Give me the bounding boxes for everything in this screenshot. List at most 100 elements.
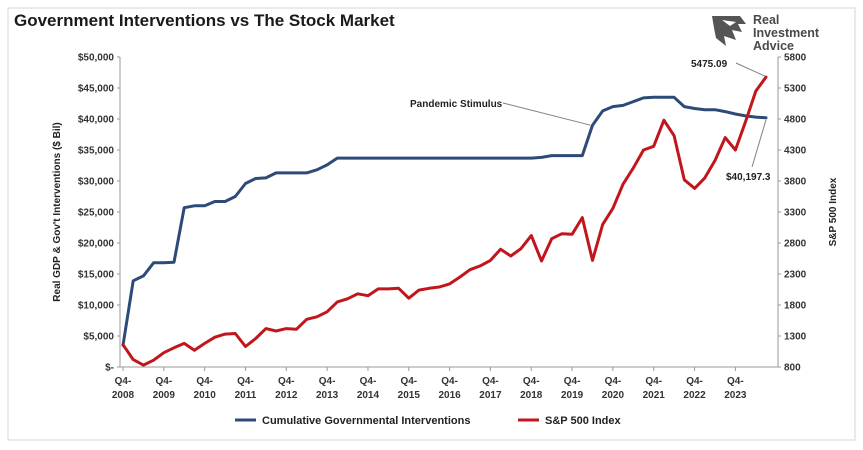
data-point-sp500 bbox=[285, 327, 288, 330]
right-tick-label: 1800 bbox=[784, 301, 807, 312]
left-tick-label: $40,000 bbox=[78, 115, 115, 126]
data-point-interventions bbox=[642, 97, 645, 99]
data-point-interventions bbox=[693, 107, 696, 110]
legend-label-sp500: S&P 500 Index bbox=[545, 415, 621, 427]
annotation-pandemic-label: Pandemic Stimulus bbox=[410, 99, 503, 110]
annotation-final-interventions: $40,197.3 bbox=[726, 119, 771, 183]
x-tick-label-year: 2021 bbox=[643, 390, 666, 401]
data-point-sp500 bbox=[703, 177, 706, 179]
legend-item-sp500: S&P 500 Index bbox=[518, 415, 621, 427]
data-point-interventions bbox=[581, 154, 584, 157]
data-point-interventions bbox=[765, 116, 767, 119]
data-point-interventions bbox=[285, 172, 288, 174]
data-point-sp500 bbox=[377, 288, 380, 290]
data-point-sp500 bbox=[540, 260, 543, 262]
x-tick-label-year: 2012 bbox=[275, 390, 298, 401]
x-tick-label: Q4- bbox=[237, 376, 254, 387]
data-point-interventions bbox=[142, 275, 145, 277]
annotation-final-sp500-label: 5475.09 bbox=[691, 59, 728, 70]
data-point-interventions bbox=[438, 157, 441, 160]
data-point-interventions bbox=[734, 113, 737, 115]
data-point-interventions bbox=[683, 105, 686, 108]
annotation-final-interventions-label: $40,197.3 bbox=[726, 172, 771, 183]
data-point-interventions bbox=[530, 157, 533, 160]
data-point-sp500 bbox=[336, 301, 339, 303]
data-point-interventions bbox=[193, 204, 196, 207]
x-tick-label: Q4- bbox=[482, 376, 499, 387]
data-point-sp500 bbox=[316, 315, 318, 318]
data-point-sp500 bbox=[407, 297, 410, 300]
data-point-interventions bbox=[367, 157, 369, 160]
data-point-interventions bbox=[326, 164, 328, 166]
brand-logo: Real Investment Advice bbox=[712, 13, 820, 53]
data-point-sp500 bbox=[652, 145, 655, 148]
data-point-interventions bbox=[489, 157, 492, 160]
data-point-interventions bbox=[520, 157, 522, 160]
left-tick-label: $10,000 bbox=[78, 301, 115, 312]
data-point-interventions bbox=[407, 157, 410, 160]
data-point-sp500 bbox=[581, 216, 584, 219]
x-tick-label: Q4- bbox=[605, 376, 622, 387]
data-point-sp500 bbox=[591, 259, 594, 262]
data-point-interventions bbox=[509, 157, 512, 160]
data-point-interventions bbox=[724, 110, 727, 113]
data-point-sp500 bbox=[387, 288, 390, 290]
x-tick-label-year: 2022 bbox=[683, 390, 706, 401]
x-tick-label: Q4- bbox=[727, 376, 744, 387]
x-tick-label: Q4- bbox=[564, 376, 581, 387]
data-point-interventions bbox=[203, 204, 206, 207]
right-tick-label: 2300 bbox=[784, 270, 807, 281]
data-point-interventions bbox=[703, 108, 706, 111]
data-point-sp500 bbox=[469, 268, 471, 271]
logo-line-3: Advice bbox=[753, 39, 794, 53]
right-tick-label: 4300 bbox=[784, 146, 807, 157]
data-point-sp500 bbox=[356, 292, 359, 295]
left-tick-label: $30,000 bbox=[78, 177, 115, 188]
data-point-sp500 bbox=[326, 310, 328, 313]
left-tick-label: $50,000 bbox=[78, 53, 115, 64]
data-point-interventions bbox=[418, 157, 420, 160]
data-point-interventions bbox=[316, 168, 318, 171]
series-line-sp500 bbox=[121, 75, 768, 367]
data-point-interventions bbox=[275, 172, 277, 174]
data-point-sp500 bbox=[305, 318, 308, 321]
data-point-sp500 bbox=[367, 294, 369, 297]
data-point-sp500 bbox=[397, 287, 400, 290]
data-point-sp500 bbox=[214, 336, 216, 339]
data-point-interventions bbox=[540, 156, 543, 159]
data-point-sp500 bbox=[244, 345, 247, 348]
right-tick-labels: 800 1300 1800 2300 2800 3300 3800 4300 4800 5300 5… bbox=[778, 53, 807, 374]
data-point-sp500 bbox=[173, 346, 175, 349]
x-tick-label: Q4- bbox=[155, 376, 172, 387]
x-tick-label-year: 2010 bbox=[194, 390, 217, 401]
data-point-sp500 bbox=[744, 120, 747, 123]
logo-line-2: Investment bbox=[753, 26, 820, 40]
data-point-sp500 bbox=[561, 232, 563, 235]
data-point-interventions bbox=[387, 157, 390, 160]
annotation-final-interventions-leader bbox=[751, 119, 767, 168]
x-tick-label-year: 2013 bbox=[316, 390, 339, 401]
data-point-interventions bbox=[244, 182, 247, 185]
data-point-sp500 bbox=[142, 364, 145, 366]
right-tick-label: 3300 bbox=[784, 208, 807, 219]
data-point-interventions bbox=[550, 154, 553, 157]
data-point-interventions bbox=[428, 157, 431, 160]
logo-line-1: Real bbox=[753, 13, 779, 27]
data-point-sp500 bbox=[295, 328, 298, 331]
data-point-sp500 bbox=[254, 337, 257, 340]
data-point-sp500 bbox=[448, 283, 451, 285]
data-point-interventions bbox=[612, 105, 614, 108]
data-point-sp500 bbox=[601, 223, 604, 226]
data-point-interventions bbox=[183, 206, 186, 209]
data-point-interventions bbox=[224, 200, 227, 203]
data-point-sp500 bbox=[193, 349, 196, 352]
data-point-interventions bbox=[458, 157, 461, 160]
data-point-sp500 bbox=[693, 187, 696, 190]
right-tick-label: 1300 bbox=[784, 332, 807, 343]
data-point-sp500 bbox=[612, 207, 614, 210]
data-point-sp500 bbox=[152, 359, 155, 362]
x-tick-label: Q4- bbox=[196, 376, 213, 387]
data-point-interventions bbox=[214, 200, 216, 203]
